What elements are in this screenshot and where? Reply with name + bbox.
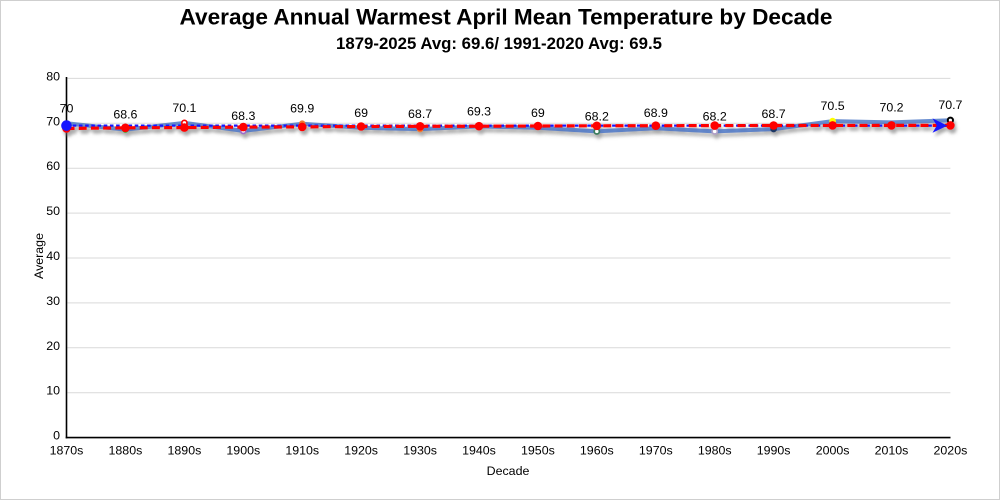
- svg-text:1930s: 1930s: [403, 444, 437, 458]
- svg-text:80: 80: [46, 69, 60, 83]
- svg-text:Average Annual Warmest April M: Average Annual Warmest April Mean Temper…: [180, 4, 833, 29]
- svg-text:68.3: 68.3: [231, 109, 255, 123]
- svg-text:0: 0: [53, 429, 60, 443]
- svg-text:1980s: 1980s: [698, 444, 732, 458]
- svg-text:69: 69: [531, 106, 545, 120]
- svg-text:Decade: Decade: [487, 464, 530, 478]
- svg-text:1990s: 1990s: [757, 444, 791, 458]
- svg-text:70.2: 70.2: [879, 100, 903, 114]
- svg-text:1920s: 1920s: [344, 444, 378, 458]
- svg-text:1890s: 1890s: [168, 444, 202, 458]
- svg-text:1910s: 1910s: [285, 444, 319, 458]
- svg-text:1970s: 1970s: [639, 444, 673, 458]
- svg-text:2020s: 2020s: [934, 444, 968, 458]
- svg-text:68.9: 68.9: [644, 106, 668, 120]
- svg-text:1960s: 1960s: [580, 444, 614, 458]
- svg-text:50: 50: [46, 204, 60, 218]
- svg-text:69.3: 69.3: [467, 104, 491, 118]
- svg-text:1879-2025 Avg: 69.6/ 1991-2020: 1879-2025 Avg: 69.6/ 1991-2020 Avg: 69.5: [336, 34, 662, 53]
- svg-text:1870s: 1870s: [50, 444, 84, 458]
- svg-text:Average: Average: [32, 233, 46, 279]
- svg-text:68.7: 68.7: [762, 107, 786, 121]
- svg-text:2000s: 2000s: [816, 444, 850, 458]
- svg-text:2010s: 2010s: [875, 444, 909, 458]
- svg-text:10: 10: [46, 384, 60, 398]
- svg-text:70.1: 70.1: [172, 101, 196, 115]
- svg-text:60: 60: [46, 159, 60, 173]
- svg-text:70: 70: [60, 101, 74, 115]
- svg-text:68.2: 68.2: [585, 109, 609, 123]
- svg-text:70.5: 70.5: [821, 99, 845, 113]
- svg-text:1950s: 1950s: [521, 444, 555, 458]
- svg-text:1900s: 1900s: [226, 444, 260, 458]
- svg-text:20: 20: [46, 339, 60, 353]
- svg-text:69.9: 69.9: [290, 102, 314, 116]
- svg-text:1880s: 1880s: [109, 444, 143, 458]
- svg-text:30: 30: [46, 294, 60, 308]
- svg-text:69: 69: [354, 106, 368, 120]
- svg-text:68.2: 68.2: [703, 109, 727, 123]
- svg-text:68.6: 68.6: [113, 108, 137, 122]
- svg-text:1940s: 1940s: [462, 444, 496, 458]
- svg-text:70.7: 70.7: [938, 98, 962, 112]
- svg-text:68.7: 68.7: [408, 107, 432, 121]
- svg-text:40: 40: [46, 249, 60, 263]
- svg-text:70: 70: [46, 114, 60, 128]
